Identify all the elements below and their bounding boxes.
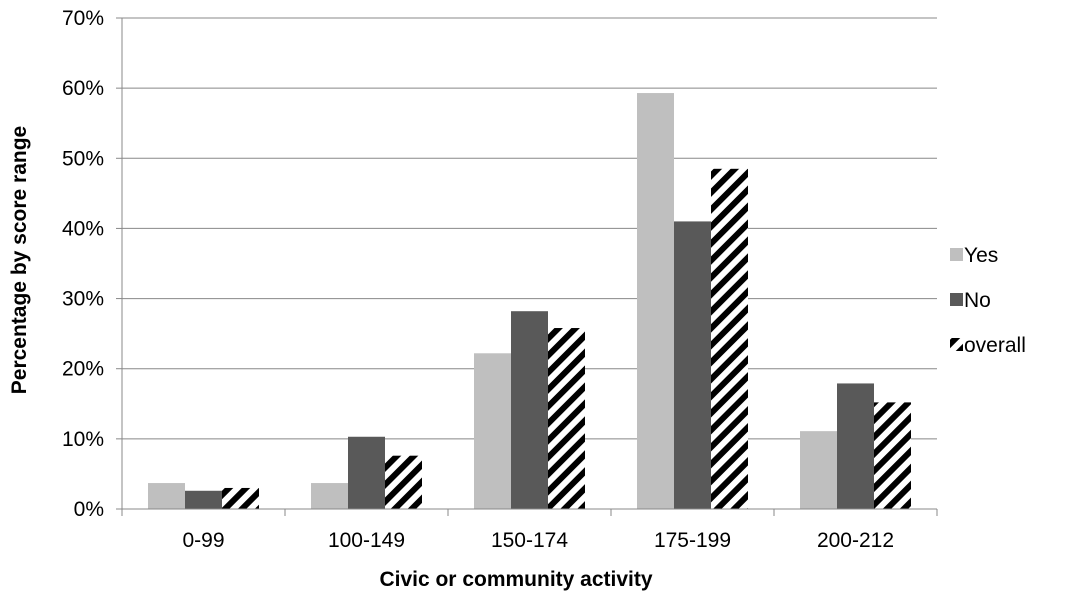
bar-no — [674, 221, 711, 509]
x-tick-label: 200-212 — [817, 529, 894, 552]
legend-label: overall — [964, 334, 1026, 357]
y-tick-label: 0% — [74, 498, 104, 521]
legend-label: No — [964, 289, 991, 312]
bar-yes — [800, 431, 837, 509]
x-tick-label: 175-199 — [654, 529, 731, 552]
bar-no — [837, 383, 874, 509]
bar-yes — [311, 483, 348, 509]
y-tick-label: 40% — [62, 217, 104, 240]
y-tick-label: 10% — [62, 428, 104, 451]
y-tick-label: 30% — [62, 288, 104, 311]
y-tick-label: 50% — [62, 147, 104, 170]
y-tick-label: 70% — [62, 7, 104, 30]
bar-no — [348, 436, 385, 509]
x-tick-label: 0-99 — [182, 529, 224, 552]
bar-overall — [548, 328, 585, 509]
legend-swatch — [950, 248, 963, 261]
bar-yes — [474, 353, 511, 509]
bar-yes — [148, 483, 185, 509]
bar-overall — [874, 402, 911, 509]
y-tick-label: 60% — [62, 77, 104, 100]
gridlines — [116, 17, 937, 510]
y-tick-label: 20% — [62, 358, 104, 381]
legend-label: Yes — [964, 244, 998, 267]
bar-no — [511, 311, 548, 509]
axes — [121, 18, 938, 516]
x-tick-label: 150-174 — [491, 529, 568, 552]
bar-overall — [711, 168, 748, 510]
legend: Yes No overall — [950, 244, 1026, 357]
bar-overall — [385, 455, 422, 509]
bar-overall — [222, 487, 259, 509]
legend-swatch — [950, 338, 963, 351]
bars — [148, 93, 911, 510]
x-axis-title: Civic or community activity — [379, 568, 652, 591]
y-tick-labels: 0% 10% 20% 30% 40% 50% 60% 70% — [62, 7, 104, 521]
x-tick-labels: 0-99 100-149 150-174 175-199 200-212 — [182, 529, 894, 552]
bar-no — [185, 490, 222, 509]
bar-yes — [637, 93, 674, 509]
x-tick-label: 100-149 — [328, 529, 405, 552]
y-axis-title: Percentage by score range — [8, 126, 31, 394]
legend-swatch — [950, 293, 963, 306]
